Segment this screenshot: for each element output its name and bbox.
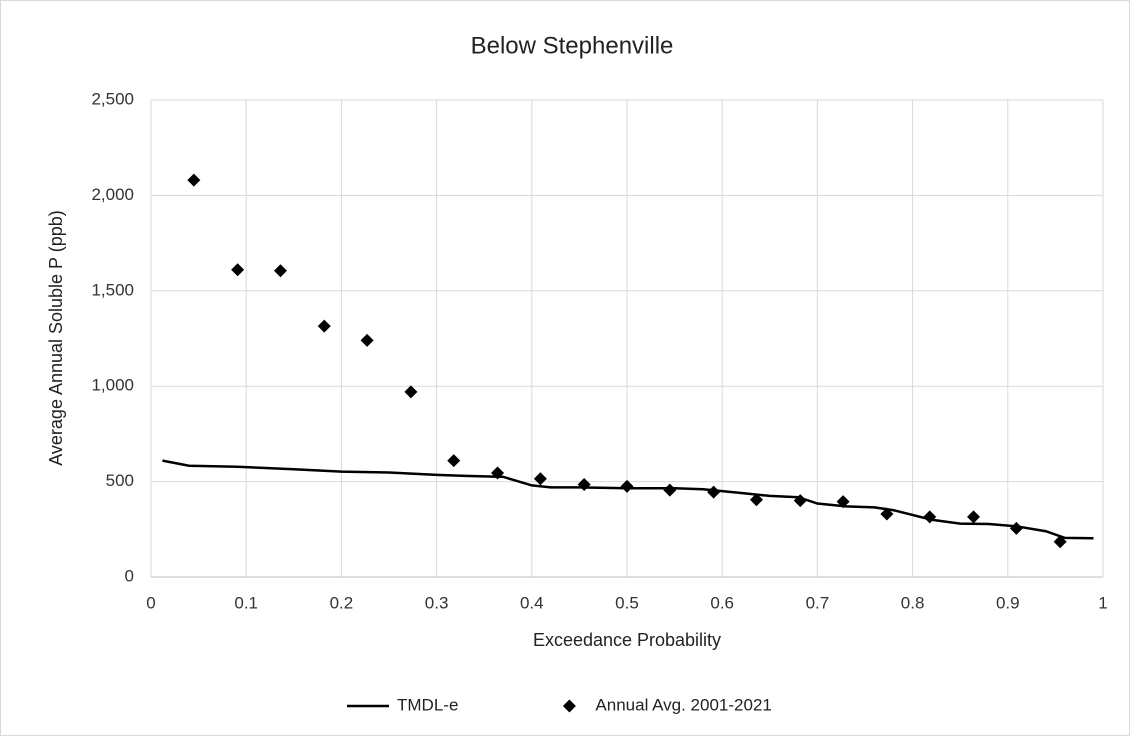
scatter-point xyxy=(749,493,763,507)
x-axis-label: Exceedance Probability xyxy=(533,630,721,650)
y-tick-label: 2,000 xyxy=(91,185,134,204)
x-tick-label: 0.5 xyxy=(615,593,639,612)
scatter-point xyxy=(967,510,981,524)
x-tick-label: 0.8 xyxy=(901,593,925,612)
scatter-point xyxy=(360,333,374,347)
x-tick-label: 0.7 xyxy=(806,593,830,612)
scatter-point xyxy=(836,495,850,509)
scatter-point xyxy=(577,477,591,491)
x-tick-label: 0.3 xyxy=(425,593,449,612)
x-tick-label: 0.9 xyxy=(996,593,1020,612)
x-tick-label: 0 xyxy=(146,593,155,612)
y-tick-label: 0 xyxy=(125,566,134,585)
scatter-point xyxy=(707,485,721,499)
scatter-point xyxy=(231,263,245,277)
x-tick-label: 0.4 xyxy=(520,593,544,612)
scatter-point xyxy=(273,264,287,278)
x-tick-label: 0.1 xyxy=(234,593,258,612)
line-series xyxy=(162,459,1094,540)
scatter-point xyxy=(447,454,461,468)
scatter-point xyxy=(317,319,331,333)
scatter-point xyxy=(663,483,677,497)
x-tick-label: 0.6 xyxy=(710,593,734,612)
x-tick-label: 1 xyxy=(1098,593,1107,612)
y-tick-label: 2,500 xyxy=(91,89,134,108)
scatter-point xyxy=(1009,521,1023,535)
y-tick-label: 500 xyxy=(106,471,134,490)
scatter-point xyxy=(187,173,201,187)
legend-label: Annual Avg. 2001-2021 xyxy=(595,695,771,714)
scatter-point xyxy=(793,494,807,508)
scatter-point xyxy=(491,466,505,480)
scatter-point xyxy=(880,507,894,521)
x-tick-label: 0.2 xyxy=(330,593,354,612)
scatter-point xyxy=(404,385,418,399)
chart-title: Below Stephenville xyxy=(471,32,674,59)
y-tick-label: 1,500 xyxy=(91,280,134,299)
scatter-point xyxy=(923,510,937,524)
scatter-point xyxy=(1053,535,1067,549)
scatter-point xyxy=(620,479,634,493)
legend-label: TMDL-e xyxy=(397,695,458,714)
y-tick-label: 1,000 xyxy=(91,376,134,395)
scatter-point xyxy=(533,472,547,486)
legend-swatch xyxy=(562,699,576,713)
y-axis-label: Average Annual Soluble P (ppb) xyxy=(46,210,66,466)
